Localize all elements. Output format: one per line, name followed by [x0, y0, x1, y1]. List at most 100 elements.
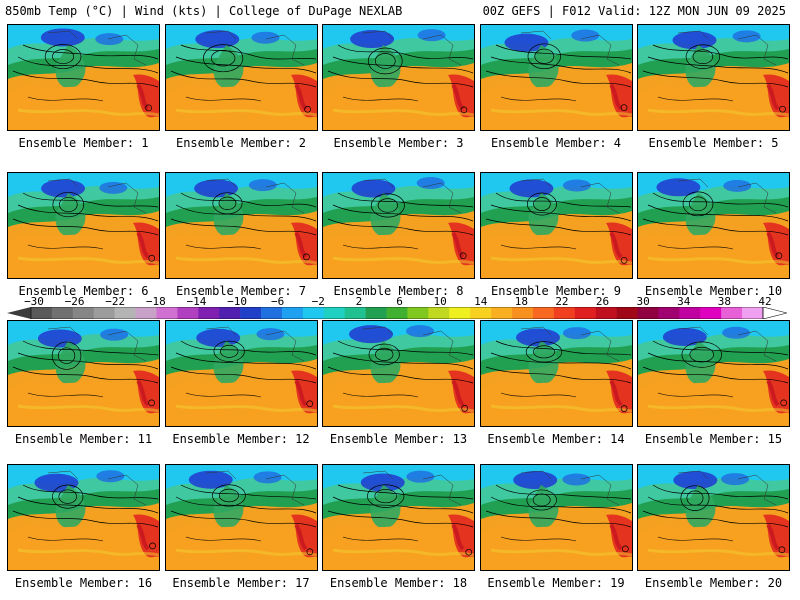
colorbar-swatch	[595, 307, 617, 319]
colorbar-tick-label: 22	[555, 295, 569, 308]
ensemble-map[interactable]	[637, 464, 790, 571]
colorbar-tick-label: −26	[64, 295, 85, 308]
ensemble-map[interactable]	[164, 464, 318, 571]
ensemble-map[interactable]	[322, 464, 475, 571]
colorbar-swatch	[553, 307, 576, 319]
ensemble-member-label: Ensemble Member: 1	[18, 136, 149, 150]
ensemble-panel[interactable]: Ensemble Member: 7	[164, 172, 318, 298]
ensemble-member-label: Ensemble Member: 2	[175, 136, 307, 150]
colorbar-swatch	[72, 307, 95, 319]
colorbar-tick-label: −2	[311, 295, 325, 308]
colorbar-swatch	[240, 307, 262, 319]
ensemble-panel[interactable]: Ensemble Member: 9	[479, 172, 633, 298]
ensemble-panel[interactable]: Ensemble Member: 20	[637, 464, 790, 590]
colorbar-swatch	[93, 307, 115, 319]
ensemble-member-label: Ensemble Member: 7	[175, 284, 307, 298]
ensemble-map[interactable]	[479, 172, 633, 279]
ensemble-map[interactable]	[322, 320, 475, 427]
ensemble-panel[interactable]: Ensemble Member: 12	[164, 320, 318, 446]
ensemble-member-label: Ensemble Member: 5	[648, 136, 779, 150]
colorbar-swatch	[679, 307, 701, 319]
ensemble-member-label: Ensemble Member: 17	[172, 576, 310, 590]
colorbar-tick-label: −18	[145, 295, 166, 308]
ensemble-member-label: Ensemble Member: 13	[329, 432, 468, 446]
colorbar-tick-label: 14	[474, 295, 488, 308]
ensemble-map[interactable]	[637, 320, 790, 427]
header-right-title: 00Z GEFS | F012 Valid: 12Z MON JUN 09 20…	[482, 4, 786, 18]
colorbar-swatch	[532, 307, 555, 319]
ensemble-map[interactable]	[164, 24, 318, 131]
colorbar-tick-label: −6	[271, 295, 285, 308]
ensemble-member-label: Ensemble Member: 10	[644, 284, 783, 298]
colorbar-swatch	[177, 307, 199, 319]
ensemble-map[interactable]	[637, 24, 790, 131]
ensemble-panel[interactable]: Ensemble Member: 5	[637, 24, 790, 150]
colorbar-swatch	[31, 307, 53, 319]
ensemble-map[interactable]	[7, 172, 160, 279]
colorbar-swatch	[742, 307, 764, 319]
colorbar-tick-label: 38	[717, 295, 731, 308]
colorbar-swatch	[470, 307, 492, 319]
ensemble-map[interactable]	[7, 24, 160, 131]
colorbar-tick-label: −22	[105, 295, 126, 308]
colorbar-swatch	[386, 307, 408, 319]
colorbar-swatch	[156, 307, 178, 319]
ensemble-map[interactable]	[322, 172, 475, 279]
colorbar-swatch	[512, 307, 534, 319]
ensemble-member-label: Ensemble Member: 6	[18, 284, 149, 298]
ensemble-panel[interactable]: Ensemble Member: 8	[322, 172, 475, 298]
colorbar-swatch	[637, 307, 659, 319]
ensemble-panel[interactable]: Ensemble Member: 15	[637, 320, 790, 446]
colorbar-tick-label: −14	[186, 295, 207, 308]
ensemble-map[interactable]	[637, 172, 790, 279]
ensemble-map[interactable]	[164, 172, 318, 279]
colorbar-swatch	[344, 307, 366, 319]
colorbar-labels: −30 −26 −22 −18 −14 −10 −6 −2 2 6 10 14 18 22 26 30 34 38…	[7, 296, 787, 308]
colorbar-swatch	[658, 307, 680, 319]
ensemble-member-label: Ensemble Member: 11	[14, 432, 153, 446]
ensemble-panel[interactable]: Ensemble Member: 4	[479, 24, 633, 150]
ensemble-map[interactable]	[479, 464, 633, 571]
ensemble-panel[interactable]: Ensemble Member: 3	[322, 24, 475, 150]
ensemble-member-label: Ensemble Member: 19	[487, 576, 625, 590]
ensemble-member-label: Ensemble Member: 8	[333, 284, 464, 298]
ensemble-panel[interactable]: Ensemble Member: 1	[7, 24, 160, 150]
ensemble-member-label: Ensemble Member: 15	[644, 432, 783, 446]
ensemble-panel[interactable]: Ensemble Member: 18	[322, 464, 475, 590]
ensemble-panel[interactable]: Ensemble Member: 10	[637, 172, 790, 298]
colorbar-swatch	[449, 307, 471, 319]
ensemble-map[interactable]	[479, 320, 633, 427]
ensemble-panel[interactable]: Ensemble Member: 19	[479, 464, 633, 590]
ensemble-panel[interactable]: Ensemble Member: 11	[7, 320, 160, 446]
colorbar-swatch	[135, 307, 157, 319]
colorbar: −30 −26 −22 −18 −14 −10 −6 −2 2 6 10 14 18 22 26 30 34 38…	[7, 296, 787, 320]
colorbar-swatch	[616, 307, 638, 319]
colorbar-swatch	[700, 307, 722, 319]
ensemble-panel[interactable]: Ensemble Member: 16	[7, 464, 160, 590]
ensemble-map[interactable]	[322, 24, 475, 131]
ensemble-member-label: Ensemble Member: 18	[329, 576, 468, 590]
colorbar-swatch	[428, 307, 450, 319]
ensemble-panel[interactable]: Ensemble Member: 6	[7, 172, 160, 298]
colorbar-strip	[7, 307, 787, 319]
colorbar-swatch	[721, 307, 743, 319]
ensemble-map[interactable]	[479, 24, 633, 131]
ensemble-map[interactable]	[164, 320, 318, 427]
ensemble-panel[interactable]: Ensemble Member: 13	[322, 320, 475, 446]
colorbar-swatch	[491, 307, 513, 319]
ensemble-map[interactable]	[7, 320, 160, 427]
colorbar-swatch	[281, 307, 304, 319]
ensemble-panel[interactable]: Ensemble Member: 14	[479, 320, 633, 446]
ensemble-map[interactable]	[7, 464, 160, 571]
colorbar-swatch	[198, 307, 220, 319]
colorbar-tick-label: 18	[514, 295, 528, 308]
colorbar-swatch	[323, 307, 346, 319]
colorbar-tick-label: 42	[758, 295, 772, 308]
colorbar-swatch	[574, 307, 596, 319]
header-left-title: 850mb Temp (°C) | Wind (kts) | College o…	[5, 4, 403, 18]
ensemble-panel[interactable]: Ensemble Member: 2	[164, 24, 318, 150]
colorbar-swatch	[407, 307, 429, 319]
ensemble-member-label: Ensemble Member: 9	[490, 284, 622, 298]
ensemble-member-label: Ensemble Member: 4	[490, 136, 622, 150]
ensemble-panel[interactable]: Ensemble Member: 17	[164, 464, 318, 590]
